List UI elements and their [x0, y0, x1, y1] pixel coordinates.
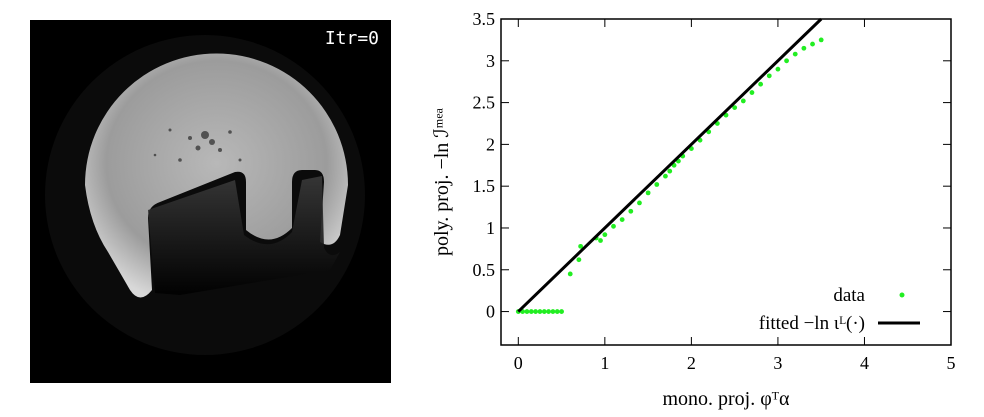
- x-ticks: 0 1 2 3 4 5: [514, 19, 956, 373]
- shadow-region: [148, 176, 340, 295]
- y-tick-label: 1: [486, 218, 495, 238]
- data-point: [667, 168, 673, 174]
- data-points: [515, 37, 824, 314]
- data-point: [550, 309, 556, 314]
- data-point: [766, 73, 772, 79]
- y-tick-label: 1.5: [473, 176, 496, 196]
- y-tick-label: 3: [486, 51, 495, 71]
- data-point: [537, 309, 543, 314]
- speckles: [153, 128, 242, 162]
- x-tick-label: 5: [947, 353, 956, 373]
- legend-data-marker: [899, 292, 905, 298]
- data-point: [576, 257, 582, 263]
- y-axis-title: poly. proj. −ln ℐᵐᵉᵃ: [431, 107, 453, 256]
- data-point: [554, 309, 560, 314]
- data-point: [792, 51, 798, 57]
- reconstruction-image: Itr=0: [30, 20, 391, 383]
- data-point: [810, 41, 815, 47]
- data-point: [619, 217, 625, 223]
- fit-line: [517, 17, 823, 313]
- data-point: [732, 105, 738, 111]
- y-tick-label: 0.5: [473, 260, 496, 280]
- data-point: [559, 309, 564, 314]
- x-axis-title: mono. proj. φᵀα: [662, 388, 790, 410]
- y-tick-label: 2: [486, 134, 495, 154]
- legend-data-label: data: [833, 285, 865, 306]
- data-point: [758, 81, 764, 87]
- plot-frame: [500, 18, 952, 346]
- dome-shape: [85, 53, 348, 298]
- data-point: [546, 309, 551, 314]
- data-point: [775, 66, 781, 72]
- data-point: [541, 309, 547, 314]
- x-tick-label: 3: [773, 353, 782, 373]
- data-point: [602, 232, 608, 238]
- x-tick-label: 4: [860, 353, 869, 373]
- data-point: [598, 238, 603, 243]
- data-point: [818, 37, 824, 43]
- data-point: [628, 208, 634, 214]
- data-point: [801, 45, 807, 51]
- data-point: [524, 309, 530, 314]
- data-point: [645, 190, 651, 196]
- data-point: [528, 309, 534, 314]
- y-tick-label: 2.5: [473, 93, 496, 113]
- legend: data fitted −ln ιᴸ(·): [759, 285, 920, 334]
- data-point: [533, 309, 539, 314]
- data-point: [784, 58, 789, 64]
- reconstruction-graphic: [45, 35, 365, 355]
- iteration-label: Itr=0: [324, 28, 379, 49]
- legend-fit-label: fitted −ln ιᴸ(·): [759, 313, 865, 334]
- x-tick-label: 2: [687, 353, 696, 373]
- y-tick-label: 3.5: [473, 9, 496, 29]
- y-tick-label: 0: [486, 302, 495, 322]
- data-point: [740, 98, 746, 104]
- data-point: [654, 182, 660, 187]
- data-point: [749, 90, 755, 95]
- x-tick-label: 1: [600, 353, 609, 373]
- x-tick-label: 0: [514, 353, 523, 373]
- data-point: [637, 200, 642, 206]
- y-ticks: 0 0.5 1 1.5 2 2.5 3 3.5: [473, 9, 951, 322]
- data-point: [663, 173, 668, 179]
- data-point: [578, 243, 584, 249]
- data-point: [611, 223, 616, 229]
- data-point: [567, 271, 573, 277]
